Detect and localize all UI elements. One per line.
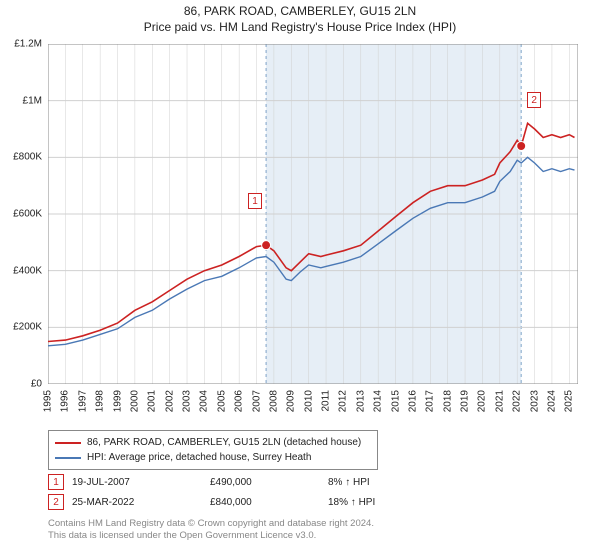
x-tick-label: 2011 (321, 390, 332, 412)
x-tick-label: 2000 (129, 390, 140, 412)
x-tick-label: 2010 (303, 390, 314, 412)
y-tick-label: £600K (13, 209, 42, 220)
x-tick-label: 2004 (199, 390, 210, 412)
chart-title: 86, PARK ROAD, CAMBERLEY, GU15 2LN (0, 4, 600, 18)
x-tick-label: 2013 (355, 390, 366, 412)
x-tick-label: 2001 (147, 390, 158, 412)
x-tick-label: 2021 (494, 390, 505, 412)
y-tick-label: £200K (13, 322, 42, 333)
x-tick-label: 2019 (460, 390, 471, 412)
legend-label-1: 86, PARK ROAD, CAMBERLEY, GU15 2LN (deta… (87, 435, 361, 450)
legend-item-1: 86, PARK ROAD, CAMBERLEY, GU15 2LN (deta… (55, 435, 371, 450)
y-tick-label: £1.2M (14, 39, 42, 50)
footer: Contains HM Land Registry data © Crown c… (48, 518, 578, 543)
x-tick-label: 1998 (95, 390, 106, 412)
legend-item-2: HPI: Average price, detached house, Surr… (55, 450, 371, 465)
sale-rows: 1 19-JUL-2007 £490,000 8% ↑ HPI 2 25-MAR-2022… (48, 474, 578, 514)
y-tick-label: £0 (31, 379, 42, 390)
footer-line-1: Contains HM Land Registry data © Crown c… (48, 518, 578, 530)
sale-hpi: 18% ↑ HPI (328, 497, 458, 508)
x-tick-label: 2009 (286, 390, 297, 412)
x-tick-label: 2023 (529, 390, 540, 412)
sale-price: £840,000 (210, 497, 320, 508)
x-tick-label: 2016 (407, 390, 418, 412)
x-tick-label: 1999 (112, 390, 123, 412)
legend-swatch-2 (55, 457, 81, 459)
x-tick-label: 2015 (390, 390, 401, 412)
x-tick-label: 2002 (164, 390, 175, 412)
sale-marker-2: 2 (527, 92, 541, 108)
x-tick-label: 2018 (442, 390, 453, 412)
sale-price: £490,000 (210, 477, 320, 488)
legend-swatch-1 (55, 442, 81, 444)
sale-badge: 2 (48, 494, 64, 510)
sale-row: 2 25-MAR-2022 £840,000 18% ↑ HPI (48, 494, 578, 510)
x-tick-label: 2017 (425, 390, 436, 412)
y-axis-labels: £0£200K£400K£600K£800K£1M£1.2M (0, 44, 46, 384)
sale-hpi: 8% ↑ HPI (328, 477, 458, 488)
sale-row: 1 19-JUL-2007 £490,000 8% ↑ HPI (48, 474, 578, 490)
sale-date: 19-JUL-2007 (72, 477, 202, 488)
x-tick-label: 2003 (182, 390, 193, 412)
x-tick-label: 2007 (251, 390, 262, 412)
title-block: 86, PARK ROAD, CAMBERLEY, GU15 2LN Price… (0, 0, 600, 34)
x-tick-label: 2008 (268, 390, 279, 412)
sale-badge: 1 (48, 474, 64, 490)
x-tick-label: 2006 (234, 390, 245, 412)
x-tick-label: 2014 (373, 390, 384, 412)
legend-label-2: HPI: Average price, detached house, Surr… (87, 450, 311, 465)
x-tick-label: 1996 (60, 390, 71, 412)
y-tick-label: £1M (23, 95, 42, 106)
x-tick-label: 2022 (512, 390, 523, 412)
chart-container: 86, PARK ROAD, CAMBERLEY, GU15 2LN Price… (0, 0, 600, 560)
x-tick-label: 2025 (564, 390, 575, 412)
x-tick-label: 2020 (477, 390, 488, 412)
chart-svg (48, 44, 578, 384)
chart-subtitle: Price paid vs. HM Land Registry's House … (0, 20, 600, 34)
x-tick-label: 1995 (43, 390, 54, 412)
x-axis-labels: 1995199619971998199920002001200220032004… (48, 386, 578, 426)
sale-date: 25-MAR-2022 (72, 497, 202, 508)
sale-marker-1: 1 (248, 193, 262, 209)
x-tick-label: 1997 (77, 390, 88, 412)
footer-line-2: This data is licensed under the Open Gov… (48, 530, 578, 542)
x-tick-label: 2024 (546, 390, 557, 412)
chart-plot-area: 12 (48, 44, 578, 384)
x-tick-label: 2012 (338, 390, 349, 412)
x-tick-label: 2005 (216, 390, 227, 412)
y-tick-label: £800K (13, 152, 42, 163)
legend-box: 86, PARK ROAD, CAMBERLEY, GU15 2LN (deta… (48, 430, 378, 470)
y-tick-label: £400K (13, 265, 42, 276)
